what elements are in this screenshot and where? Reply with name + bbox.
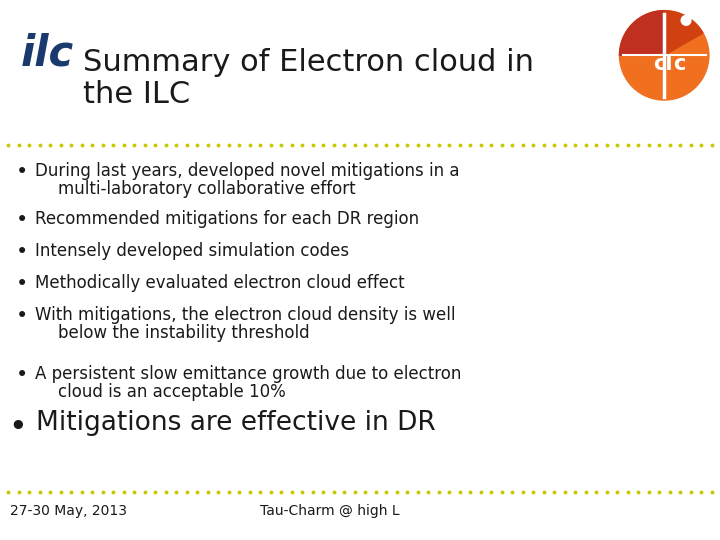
Text: c: c xyxy=(673,54,685,74)
Text: •: • xyxy=(16,306,28,326)
Text: Intensely developed simulation codes: Intensely developed simulation codes xyxy=(35,242,349,260)
Text: ilc: ilc xyxy=(21,32,73,75)
Text: multi-laboratory collaborative effort: multi-laboratory collaborative effort xyxy=(58,180,356,198)
Wedge shape xyxy=(665,11,703,55)
Text: A persistent slow emittance growth due to electron: A persistent slow emittance growth due t… xyxy=(35,365,462,383)
Text: i: i xyxy=(665,58,670,71)
Text: •: • xyxy=(16,162,28,182)
Circle shape xyxy=(619,11,709,100)
Text: 27-30 May, 2013: 27-30 May, 2013 xyxy=(10,504,127,518)
Text: cloud is an acceptable 10%: cloud is an acceptable 10% xyxy=(58,383,286,401)
Wedge shape xyxy=(619,11,665,55)
Text: During last years, developed novel mitigations in a: During last years, developed novel mitig… xyxy=(35,162,459,180)
Text: •: • xyxy=(16,274,28,294)
Text: •: • xyxy=(16,242,28,262)
Text: Summary of Electron cloud in: Summary of Electron cloud in xyxy=(83,48,534,77)
Text: With mitigations, the electron cloud density is well: With mitigations, the electron cloud den… xyxy=(35,306,456,324)
Text: the ILC: the ILC xyxy=(83,80,190,109)
Text: •: • xyxy=(16,210,28,230)
Text: •: • xyxy=(16,365,28,385)
Text: cl: cl xyxy=(654,54,673,74)
Circle shape xyxy=(681,16,691,25)
Text: Mitigations are effective in DR: Mitigations are effective in DR xyxy=(36,410,436,436)
Text: below the instability threshold: below the instability threshold xyxy=(58,324,310,342)
Text: Methodically evaluated electron cloud effect: Methodically evaluated electron cloud ef… xyxy=(35,274,405,292)
Text: Recommended mitigations for each DR region: Recommended mitigations for each DR regi… xyxy=(35,210,419,228)
Text: •: • xyxy=(9,412,27,443)
Text: Tau-Charm @ high L: Tau-Charm @ high L xyxy=(260,504,400,518)
